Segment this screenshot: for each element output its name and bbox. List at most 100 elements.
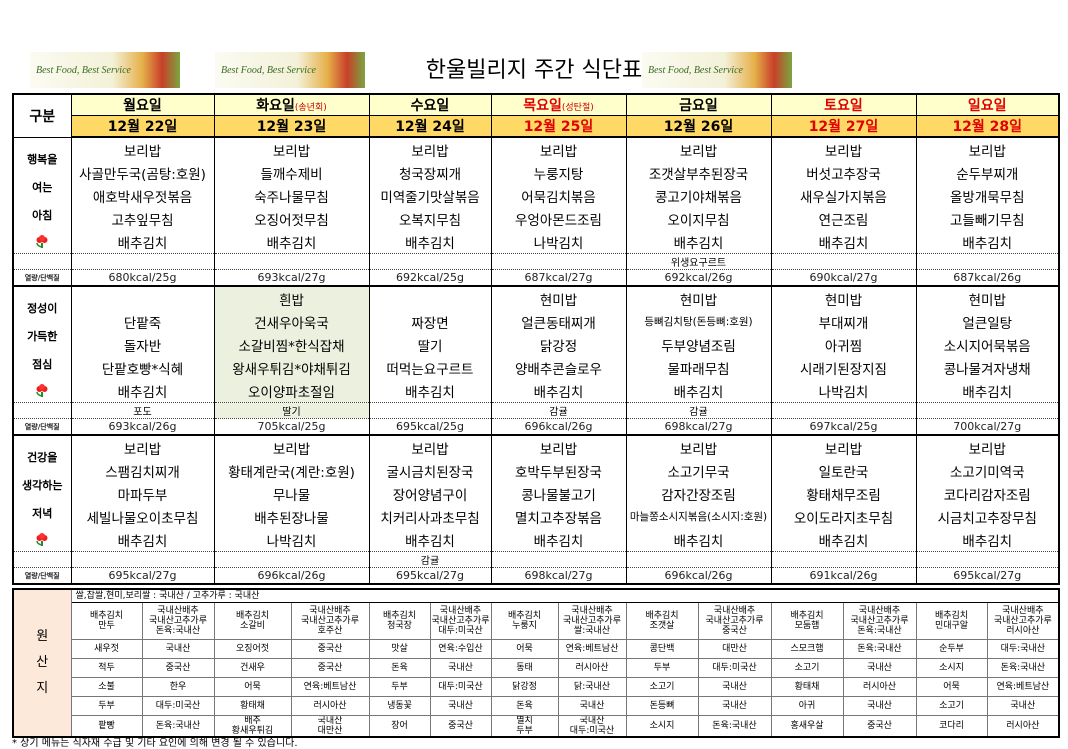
menu-item: 새우실가지볶음: [770, 184, 917, 207]
meal-label-line: 점심: [32, 358, 53, 371]
menu-item: 오이지무침: [625, 207, 772, 230]
menu-row: 정성이 가득한 점심 흰밥 현미밥 현미밥 현미밥 현미밥: [12, 286, 1060, 403]
extra-item: 감귤: [490, 402, 627, 419]
meal-label-line: 행복을: [27, 152, 58, 166]
menu-item: 배추김치: [368, 230, 492, 254]
meal-label-line: 여는: [32, 180, 53, 194]
menu-item: 양배추콘슬로우: [490, 356, 627, 379]
menu-item: 흰밥: [213, 286, 370, 310]
origin-cell: 소시지: [625, 715, 699, 738]
origin-cell: 건새우: [213, 658, 292, 678]
menu-item: 사골만두국(곰탕:호원): [70, 161, 215, 184]
menu-item: 배추김치: [490, 379, 627, 403]
kcal-value: 692kcal/26g: [625, 269, 772, 287]
menu-row: 배추김치 오이양파초절임 배추김치 배추김치 배추김치 나박김치 배추김치: [13, 379, 1060, 403]
origin-cell: 국내산 대만산: [290, 715, 370, 738]
origin-cell: 국내산배추 국내산고추가루 돈육:국내산: [842, 602, 917, 640]
origin-cell: 소고기: [625, 677, 699, 697]
origin-cell: 배추김치 청국장: [368, 602, 431, 640]
origin-cell: 소시지: [915, 658, 988, 678]
kcal-value: 696kcal/26g: [625, 567, 772, 585]
origin-cell: 국내산: [697, 696, 772, 716]
menu-item: 고추잎무침: [70, 207, 215, 230]
menu-item: 보리밥: [770, 137, 917, 161]
menu-item: 보리밥: [490, 137, 627, 161]
kcal-value: 697kcal/25g: [770, 418, 917, 436]
menu-item: 황태채무조림: [770, 482, 917, 505]
menu-item: 시금치고추장무침: [915, 505, 1060, 528]
day-cell: 토요일: [770, 94, 917, 116]
origin-cell: 국내산 대두:미국산: [557, 715, 627, 738]
origin-cell: 국내산배추 국내산고추가루 러시아산: [986, 602, 1060, 640]
extra-item: [368, 402, 492, 419]
kcal-value: 693kcal/27g: [213, 269, 370, 287]
origin-cell: 연육:베트남산: [986, 677, 1060, 697]
meal-label: 건강을 생각하는 저녁: [12, 435, 72, 552]
origin-cell: 코다리: [915, 715, 988, 738]
origin-cell: 한우: [141, 677, 215, 697]
menu-item: 보리밥: [625, 435, 772, 459]
menu-row: 고추잎무침 오징어젓무침 오복지무침 우엉아몬드조림 오이지무침 연근조림 고들빼기무침: [13, 207, 1060, 230]
origin-cell: 어묵: [213, 677, 292, 697]
menu-item: 배추김치: [915, 230, 1060, 254]
menu-item: 배추김치: [368, 528, 492, 552]
menu-item: 배추김치: [625, 379, 772, 403]
origin-cell: 중국산: [290, 639, 370, 659]
extra-item: [770, 253, 917, 270]
origin-cell: 배추김치 모둠햄: [770, 602, 844, 640]
origin-cell: 돈육:국내산: [697, 715, 772, 738]
extra-item: [770, 402, 917, 419]
menu-item: 장어양념구이: [368, 482, 492, 505]
origin-cell: 국내산배추 국내산고추가루 호주산: [290, 602, 370, 640]
menu-item: 시래기된장지짐: [770, 356, 917, 379]
menu-item: 배추김치: [625, 528, 772, 552]
extra-row: 포도 딸기 감귤 감귤: [12, 402, 1060, 419]
origin-cell: 대두:미국산: [429, 677, 492, 697]
origin-cell: 황태채: [770, 677, 844, 697]
menu-item: [368, 286, 492, 310]
origin-cell: 동태: [490, 658, 559, 678]
origin-cell: 대두:미국산: [141, 696, 215, 716]
kcal-value: 695kcal/27g: [915, 567, 1060, 585]
origin-row: 팥빵 돈육:국내산 배추 황새우튀김 국내산 대만산 장어 중국산 멸치 두부 국내산 대두:…: [13, 715, 1060, 738]
origin-cell: 대만산: [697, 639, 772, 659]
menu-item: 멸치고추장볶음: [490, 505, 627, 528]
flower-icon: [36, 234, 48, 248]
menu-item: 콩나물불고기: [490, 482, 627, 505]
kcal-value: 690kcal/27g: [770, 269, 917, 287]
menu-item: 배추김치: [490, 528, 627, 552]
menu-row: 건강을 생각하는 저녁 보리밥 보리밥 보리밥 보리밥 보리밥 보리밥 보리밥: [12, 435, 1060, 552]
menu-item: 보리밥: [490, 435, 627, 459]
menu-item: 숙주나물무침: [213, 184, 370, 207]
menu-item: 닭강정: [490, 333, 627, 356]
origin-cell: 팥빵: [70, 715, 143, 738]
menu-item: 현미밥: [490, 286, 627, 310]
origin-cell: 돈육:국내산: [986, 658, 1060, 678]
menu-item: 보리밥: [770, 435, 917, 459]
kcal-value: 687kcal/26g: [915, 269, 1060, 287]
menu-item: 보리밥: [368, 435, 492, 459]
extra-item: 감귤: [625, 402, 772, 419]
menu-item: 누룽지탕: [490, 161, 627, 184]
menu-row: 배추김치 배추김치 배추김치 나박김치 배추김치 배추김치 배추김치: [13, 230, 1060, 254]
menu-row: 돌자반 소갈비찜*한식잡채 딸기 닭강정 두부양념조림 아귀찜 소시지어묵볶음: [13, 333, 1060, 356]
menu-item: 배추김치: [368, 379, 492, 403]
menu-row: 마파두부 무나물 장어양념구이 콩나물불고기 감자간장조림 황태채무조림 코다리감자조림: [13, 482, 1060, 505]
kcal-value: 700kcal/27g: [915, 418, 1060, 436]
origin-cell: 배추김치 소갈비: [213, 602, 292, 640]
origin-cell: 국내산배추 국내산고추가루 쌀:국내산: [557, 602, 627, 640]
menu-item: 코다리감자조림: [915, 482, 1060, 505]
origin-cell: 소고기: [915, 696, 988, 716]
meal-label: 정성이 가득한 점심: [12, 286, 72, 403]
menu-item: 현미밥: [625, 286, 772, 310]
day-name: 화요일: [256, 98, 295, 114]
menu-item: 순두부찌개: [915, 161, 1060, 184]
origin-cell: 국내산배추 국내산고추가루 대두:미국산: [429, 602, 492, 640]
menu-item: 무나물: [213, 482, 370, 505]
origin-cell: 국내산: [986, 696, 1060, 716]
origin-cell: 스모크햄: [770, 639, 844, 659]
menu-item: 어묵김치볶음: [490, 184, 627, 207]
origin-cell: 아귀: [770, 696, 844, 716]
menu-item: 보리밥: [213, 137, 370, 161]
